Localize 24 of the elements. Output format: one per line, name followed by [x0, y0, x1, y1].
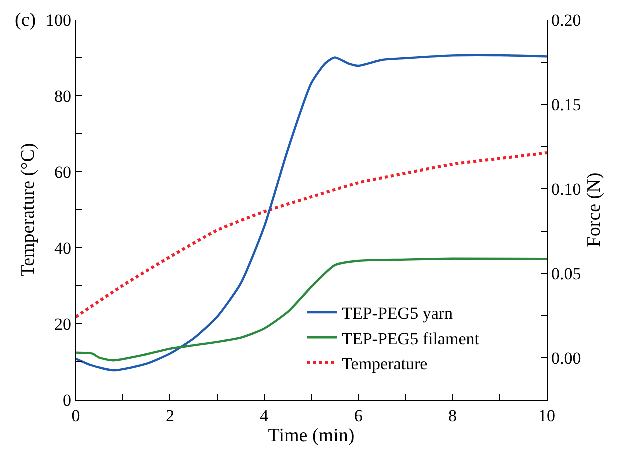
legend-label: TEP-PEG5 filament [342, 329, 480, 348]
y2-tick-label: 0.10 [552, 180, 582, 200]
x-tick-label: 10 [538, 406, 556, 426]
y2-axis-title: Force (N) [584, 172, 606, 248]
y-tick-label: 80 [54, 86, 72, 106]
y-tick-label: 100 [46, 10, 72, 30]
y2-tick-label: 0.00 [552, 349, 582, 368]
legend-label: TEP-PEG5 yarn [342, 304, 454, 324]
y-tick-label: 40 [54, 238, 72, 258]
y-tick-label: 20 [54, 314, 72, 334]
y2-tick-label: 0.15 [552, 96, 582, 115]
x-tick-label: 8 [448, 406, 458, 426]
y2-tick-label: 0.20 [552, 10, 582, 30]
text: (c) [15, 10, 36, 31]
x-tick-label: 6 [354, 406, 363, 426]
x-tick-label: 2 [166, 406, 174, 426]
x-tick-label: 4 [260, 406, 270, 426]
legend-label: Temperature [342, 354, 428, 374]
line-series [76, 54, 547, 372]
x-axis-title: Time (min) [268, 426, 355, 446]
y-tick-label: 0 [63, 390, 72, 410]
y2-tick-label: 0.05 [552, 264, 582, 284]
y-tick-label: 60 [54, 162, 72, 182]
y-axis-title: Temperature (°C) [18, 143, 39, 277]
